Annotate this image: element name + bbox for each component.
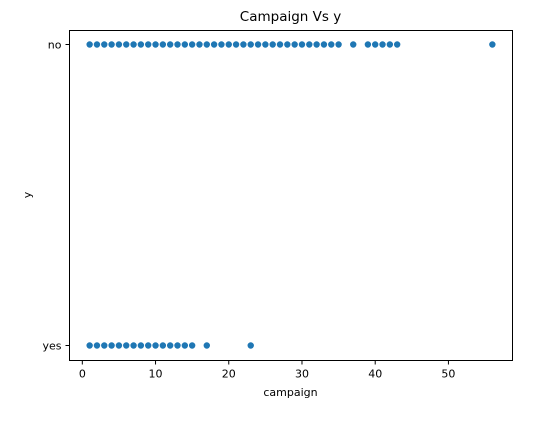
data-point bbox=[210, 41, 218, 48]
x-axis: 0 10 20 30 40 50 bbox=[79, 360, 455, 381]
data-point bbox=[218, 41, 225, 48]
x-tick-label: 30 bbox=[295, 368, 309, 381]
data-points bbox=[86, 41, 496, 349]
data-point bbox=[225, 41, 232, 48]
data-point bbox=[276, 41, 284, 48]
data-point bbox=[298, 41, 306, 48]
y-tick-label: yes bbox=[42, 340, 61, 353]
data-point bbox=[115, 41, 123, 48]
data-point bbox=[393, 41, 401, 48]
data-point bbox=[159, 41, 167, 48]
data-point bbox=[145, 342, 152, 349]
data-point bbox=[137, 41, 145, 48]
data-point bbox=[188, 342, 196, 349]
data-point bbox=[115, 342, 123, 349]
data-point bbox=[93, 342, 101, 349]
data-point bbox=[269, 41, 276, 48]
y-axis-label: y bbox=[21, 191, 34, 198]
data-point bbox=[123, 342, 130, 349]
data-point bbox=[328, 41, 335, 48]
x-tick-label: 10 bbox=[149, 368, 163, 381]
data-point bbox=[254, 41, 262, 48]
data-point bbox=[130, 41, 137, 48]
x-tick-label: 40 bbox=[368, 368, 382, 381]
data-point bbox=[284, 41, 291, 48]
x-axis-label: campaign bbox=[263, 386, 317, 399]
data-point bbox=[93, 41, 101, 48]
data-point bbox=[188, 41, 196, 48]
data-point bbox=[335, 41, 342, 48]
data-point bbox=[145, 41, 152, 48]
data-point bbox=[166, 41, 174, 48]
data-point bbox=[152, 41, 159, 48]
data-point bbox=[159, 342, 167, 349]
y-axis: yes no bbox=[42, 39, 70, 353]
data-point bbox=[101, 342, 108, 349]
y-tick-label: no bbox=[48, 39, 62, 52]
data-point bbox=[291, 41, 298, 48]
data-point bbox=[386, 41, 394, 48]
data-point bbox=[86, 342, 93, 349]
plot-frame bbox=[69, 30, 513, 361]
data-point bbox=[174, 41, 181, 48]
data-point bbox=[247, 342, 254, 349]
data-point bbox=[86, 41, 93, 48]
data-point bbox=[181, 342, 189, 349]
data-point bbox=[372, 41, 379, 48]
data-point bbox=[203, 41, 210, 48]
data-point bbox=[247, 41, 254, 48]
data-point bbox=[364, 41, 372, 48]
data-point bbox=[262, 41, 269, 48]
data-point bbox=[130, 342, 137, 349]
data-point bbox=[489, 41, 496, 48]
x-tick-label: 0 bbox=[79, 368, 86, 381]
data-point bbox=[174, 342, 181, 349]
data-point bbox=[166, 342, 174, 349]
data-point bbox=[203, 342, 210, 349]
data-point bbox=[196, 41, 203, 48]
x-tick-label: 50 bbox=[441, 368, 455, 381]
data-point bbox=[313, 41, 320, 48]
data-point bbox=[350, 41, 357, 48]
data-point bbox=[101, 41, 108, 48]
data-point bbox=[123, 41, 130, 48]
data-point bbox=[137, 342, 145, 349]
chart-title: Campaign Vs y bbox=[240, 9, 341, 25]
data-point bbox=[240, 41, 247, 48]
data-point bbox=[152, 342, 159, 349]
data-point bbox=[232, 41, 240, 48]
data-point bbox=[379, 41, 386, 48]
data-point bbox=[181, 41, 189, 48]
data-point bbox=[320, 41, 328, 48]
data-point bbox=[306, 41, 313, 48]
data-point bbox=[108, 342, 115, 349]
data-point bbox=[108, 41, 115, 48]
x-tick-label: 20 bbox=[222, 368, 236, 381]
